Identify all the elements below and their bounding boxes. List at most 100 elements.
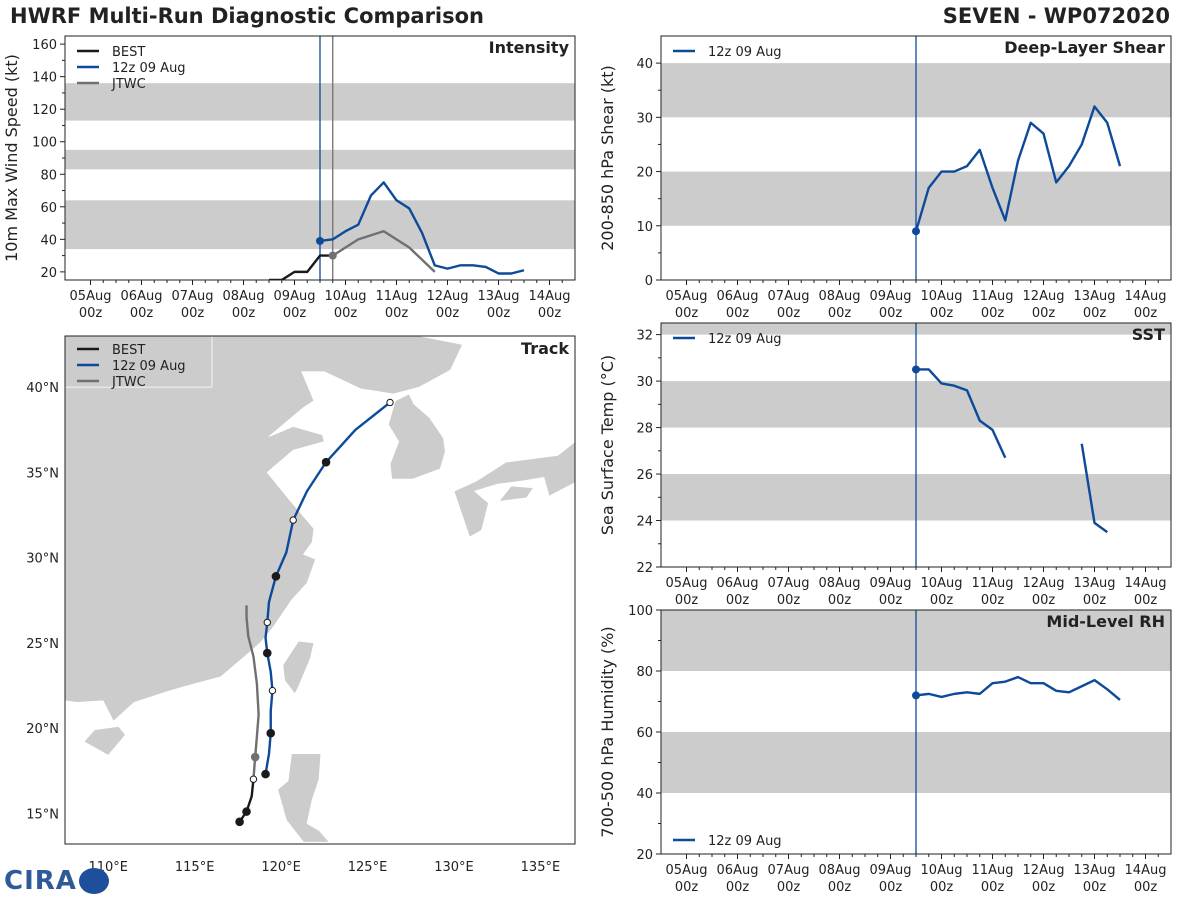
- shear-xtick-label-day: 07Aug: [768, 289, 810, 304]
- rh-xtick-label-hour: 00z: [1134, 880, 1158, 895]
- rh-xtick-label-hour: 00z: [1032, 880, 1056, 895]
- sst-xtick-label-hour: 00z: [1134, 593, 1158, 608]
- sst-series-line: [916, 368, 1007, 459]
- intensity-xtick-label-day: 05Aug: [70, 289, 112, 304]
- intensity-ytick-label: 160: [32, 38, 57, 53]
- sst-title: SST: [1132, 325, 1165, 344]
- track-panel: 110°E 115°E 120°E 125°E 130°E 135°E15°N20°N25…: [26, 335, 576, 875]
- intensity-legend-label: JTWC: [111, 77, 146, 92]
- shear-xtick-label-day: 12Aug: [1023, 289, 1065, 304]
- track-position-marker: [386, 398, 394, 407]
- rh-xtick-label-day: 07Aug: [768, 863, 810, 878]
- sst-xtick-label-day: 06Aug: [717, 576, 759, 591]
- sst-xtick-label-day: 09Aug: [870, 576, 912, 591]
- shear-ytick-label: 10: [636, 220, 653, 235]
- rh-xtick-label-day: 08Aug: [819, 863, 861, 878]
- intensity-xtick-label-day: 07Aug: [172, 289, 214, 304]
- shear-title: Deep-Layer Shear: [1004, 38, 1165, 57]
- rh-ytick-label: 80: [636, 665, 653, 680]
- intensity-xtick-label-day: 11Aug: [376, 289, 418, 304]
- sst-ytick-label: 32: [636, 329, 653, 344]
- sst-xtick-label-day: 05Aug: [666, 576, 708, 591]
- land-polygon: [65, 336, 213, 388]
- track-lon-label: 125°E: [348, 860, 388, 875]
- land-polygon: [277, 753, 331, 843]
- sst-xtick-label-hour: 00z: [777, 593, 801, 608]
- intensity-ytick-label: 20: [40, 266, 57, 281]
- shear-ytick-label: 0: [645, 274, 653, 289]
- intensity-legend-label: BEST: [112, 45, 145, 60]
- rh-xtick-label-day: 05Aug: [666, 863, 708, 878]
- storm-title: SEVEN - WP072020: [942, 4, 1170, 28]
- shear-xtick-label-day: 11Aug: [972, 289, 1014, 304]
- rh-xtick-label-day: 13Aug: [1074, 863, 1116, 878]
- sst-ytick-label: 28: [636, 422, 653, 437]
- shear-xtick-label-hour: 00z: [675, 306, 699, 321]
- track-position-marker: [321, 457, 331, 467]
- shear-xtick-label-hour: 00z: [777, 306, 801, 321]
- cira-globe-icon: [78, 868, 109, 894]
- intensity-xtick-label-day: 08Aug: [223, 289, 265, 304]
- track-position-marker: [263, 618, 271, 627]
- intensity-ytick-label: 140: [32, 71, 57, 86]
- intensity-ylabel: 10m Max Wind Speed (kt): [2, 54, 21, 262]
- shear-xtick-label-hour: 00z: [828, 306, 852, 321]
- sst-xtick-label-day: 11Aug: [972, 576, 1014, 591]
- shear-xtick-label-day: 14Aug: [1125, 289, 1167, 304]
- sst-ylabel: Sea Surface Temp (°C): [598, 355, 617, 535]
- intensity-xtick-label-hour: 00z: [436, 306, 460, 321]
- shear-ytick-label: 40: [636, 57, 653, 72]
- intensity-xtick-label-day: 06Aug: [121, 289, 163, 304]
- intensity-xtick-label-hour: 00z: [385, 306, 409, 321]
- rh-legend-label: 12z 09 Aug: [708, 834, 782, 849]
- sst-legend-label: 12z 09 Aug: [708, 332, 782, 347]
- track-lon-label: 135°E: [521, 860, 561, 875]
- shear-xtick-label-day: 09Aug: [870, 289, 912, 304]
- sst-ytick-label: 22: [636, 561, 653, 576]
- intensity-xtick-label-day: 14Aug: [529, 289, 571, 304]
- sst-series-marker: [912, 365, 920, 374]
- track-lon-label: 115°E: [175, 860, 215, 875]
- sst-ytick-label: 30: [636, 375, 653, 390]
- intensity-ytick-label: 40: [40, 233, 57, 248]
- track-lat-label: 30°N: [26, 552, 59, 567]
- intensity-xtick-label-hour: 00z: [283, 306, 307, 321]
- shear-legend-label: 12z 09 Aug: [708, 45, 782, 60]
- land-polygon: [282, 640, 315, 695]
- sst-ytick-label: 24: [636, 515, 653, 530]
- intensity-xtick-label-day: 13Aug: [478, 289, 520, 304]
- rh-series-line: [915, 675, 1121, 701]
- rh-xtick-label-hour: 00z: [726, 880, 750, 895]
- intensity-xtick-label-hour: 00z: [130, 306, 154, 321]
- shear-xtick-label-day: 10Aug: [921, 289, 963, 304]
- intensity-series-marker: [316, 236, 324, 245]
- track-position-marker: [249, 775, 258, 783]
- intensity-legend-label: 12z 09 Aug: [112, 61, 186, 76]
- sst-panel: 22 24 26 28 30 32 05Aug 00z 06Aug 00z 07Aug 00z 08Au…: [598, 322, 1172, 608]
- track-position-marker: [268, 686, 277, 695]
- shear-xtick-label-day: 08Aug: [819, 289, 861, 304]
- intensity-xtick-label-hour: 00z: [487, 306, 511, 321]
- intensity-xtick-label-hour: 00z: [79, 306, 103, 321]
- shear-xtick-label-hour: 00z: [879, 306, 903, 321]
- track-legend-label: JTWC: [111, 375, 146, 390]
- figure-title: HWRF Multi-Run Diagnostic Comparison: [10, 4, 485, 28]
- shear-xtick-label-hour: 00z: [726, 306, 750, 321]
- rh-panel: 20 40 60 80 100 05Aug 00z 06Aug 00z 07Aug 00z 08Aug…: [598, 604, 1172, 895]
- track-legend-label: BEST: [112, 343, 145, 358]
- land-polygon: [65, 336, 464, 722]
- shear-ytick-label: 20: [636, 166, 653, 181]
- intensity-xtick-label-hour: 00z: [334, 306, 358, 321]
- track-best-line: [238, 779, 255, 823]
- sst-xtick-label-day: 14Aug: [1125, 576, 1167, 591]
- intensity-series-line: [332, 229, 436, 273]
- sst-xtick-label-hour: 00z: [879, 593, 903, 608]
- intensity-series-line: [269, 254, 333, 280]
- track-legend-label: 12z 09 Aug: [112, 359, 186, 374]
- rh-series-marker: [912, 691, 920, 700]
- track-basemap: [65, 336, 575, 843]
- intensity-ytick-label: 60: [40, 201, 57, 216]
- rh-xtick-label-hour: 00z: [930, 880, 954, 895]
- sst-xtick-label-hour: 00z: [675, 593, 699, 608]
